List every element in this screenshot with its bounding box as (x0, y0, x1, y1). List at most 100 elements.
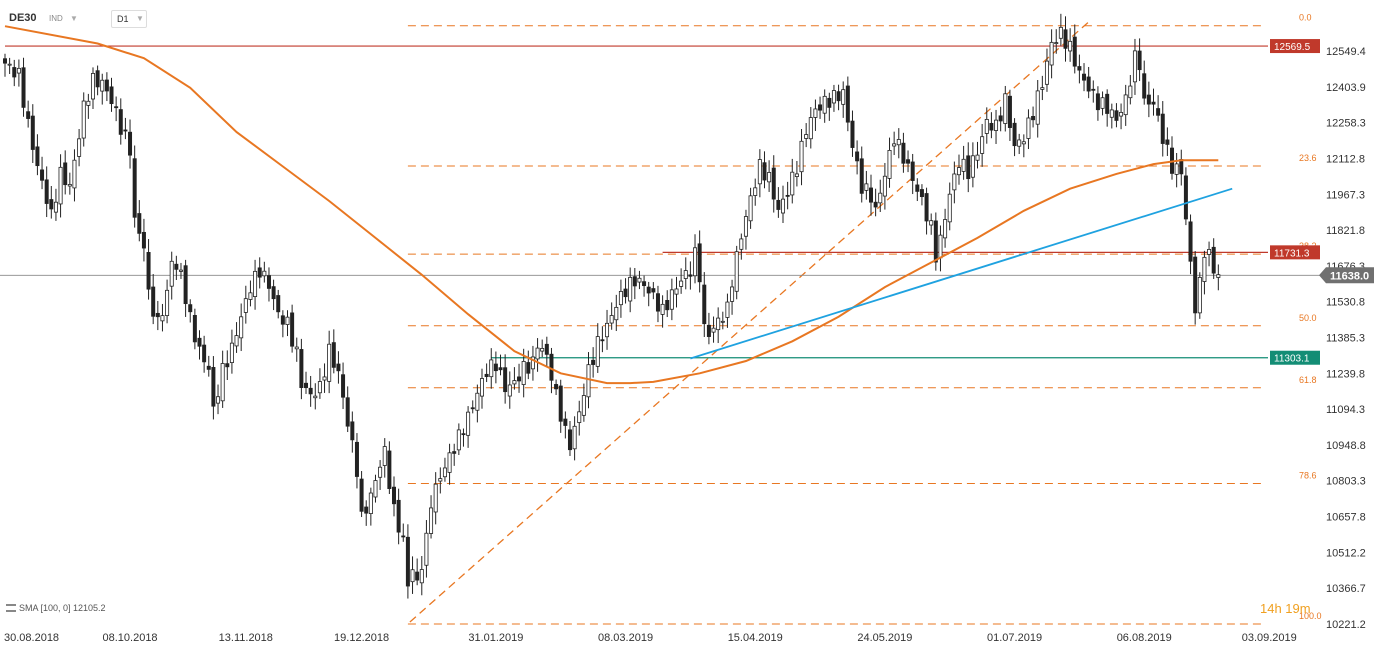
candle-body (781, 198, 786, 214)
candle-body (882, 175, 887, 197)
candle-body (618, 291, 623, 306)
candle-body (1012, 122, 1017, 147)
candle-body (503, 367, 508, 393)
trendline[interactable] (690, 187, 1233, 360)
candle-body (1197, 276, 1202, 314)
candle-body (280, 315, 285, 325)
candle-body (743, 216, 748, 237)
candle-body (952, 173, 957, 191)
candle-body (1119, 111, 1124, 117)
candle-body (989, 122, 994, 131)
symbol-label[interactable]: DE30 (9, 12, 37, 24)
candle-body (896, 139, 901, 146)
candle-body (980, 136, 985, 154)
candle-body (313, 395, 318, 399)
candle-body (382, 446, 387, 466)
candle-body (706, 324, 711, 337)
candle-body (1128, 85, 1133, 99)
candle-body (1058, 26, 1063, 39)
candle-body (739, 238, 744, 250)
candle-body (253, 270, 258, 298)
candle-body (211, 367, 216, 407)
candle-body (892, 143, 897, 147)
fib-level-label: 50.0 (1299, 313, 1317, 323)
y-tick-label: 10657.8 (1326, 512, 1366, 524)
candle-body (1193, 256, 1198, 314)
candle-body (600, 339, 605, 342)
candle-body (859, 158, 864, 194)
candle-body (1054, 42, 1059, 45)
candle-body (919, 189, 924, 198)
candle-body (567, 429, 572, 451)
candle-body (808, 117, 813, 140)
candle-body (530, 356, 535, 370)
y-tick-label: 11530.8 (1326, 297, 1365, 309)
candle-body (767, 172, 772, 183)
x-tick-label: 30.08.2018 (4, 632, 59, 644)
x-tick-label: 15.04.2019 (728, 632, 783, 644)
candle-body (651, 288, 656, 293)
fib-level-label: 0.0 (1299, 13, 1312, 23)
candle-body (655, 293, 660, 312)
candle-body (609, 315, 614, 324)
timeframe-value: D1 (117, 14, 129, 24)
candle-body (123, 129, 128, 132)
symbol-dropdown-icon[interactable]: ▼ (70, 14, 78, 23)
candle-body (405, 536, 410, 587)
candle-body (341, 374, 346, 398)
y-tick-label: 11385.3 (1326, 333, 1365, 345)
timeframe-select[interactable]: D1 ▼ (111, 10, 147, 28)
x-tick-label: 08.10.2018 (103, 632, 158, 644)
candle-body (906, 159, 911, 164)
candle-body (243, 298, 248, 313)
candle-body (100, 79, 105, 92)
candle-body (1003, 93, 1008, 124)
candle-body (1091, 88, 1096, 91)
candle-body (526, 362, 531, 374)
candle-body (577, 411, 582, 423)
candle-body (67, 184, 72, 187)
candle-body (966, 155, 971, 180)
candle-body (1026, 117, 1031, 139)
candle-body (77, 138, 82, 157)
candle-body (544, 343, 549, 355)
candle-body (1202, 256, 1207, 282)
candle-body (53, 201, 58, 213)
candle-body (484, 373, 489, 377)
candle-body (660, 303, 665, 315)
candle-body (493, 363, 498, 372)
candle-body (637, 277, 642, 283)
candle-body (1031, 116, 1036, 121)
sma-100-line[interactable] (4, 25, 1219, 385)
candle-body (225, 363, 230, 368)
candle-body (665, 300, 670, 311)
candle-body (373, 480, 378, 498)
candle-body (1165, 139, 1170, 145)
candle-body (1207, 249, 1212, 255)
candle-body (1216, 274, 1221, 278)
y-tick-label: 10948.8 (1326, 440, 1366, 452)
fib-trend-diagonal[interactable] (409, 21, 1090, 623)
candle-body (86, 100, 91, 106)
x-tick-label: 24.05.2019 (857, 632, 912, 644)
candle-body (327, 343, 332, 382)
candle-body (1049, 41, 1054, 66)
candle-body (470, 407, 475, 410)
candle-body (155, 312, 160, 318)
candle-body (90, 73, 95, 100)
candle-body (336, 363, 341, 372)
candle-body (415, 571, 420, 581)
candle-body (1109, 109, 1114, 118)
candle-body (151, 286, 156, 317)
candle-body (257, 267, 262, 278)
candle-body (368, 492, 373, 514)
indicator-toggle-icon[interactable] (6, 604, 16, 612)
candle-body (929, 220, 934, 226)
candle-body (535, 347, 540, 360)
y-tick-label: 11967.3 (1326, 189, 1365, 201)
indicator-legend[interactable]: SMA [100, 0] 12105.2 (6, 603, 106, 613)
fib-level-label: 61.8 (1299, 375, 1317, 385)
candle-body (1146, 94, 1151, 105)
candle-body (822, 95, 827, 114)
